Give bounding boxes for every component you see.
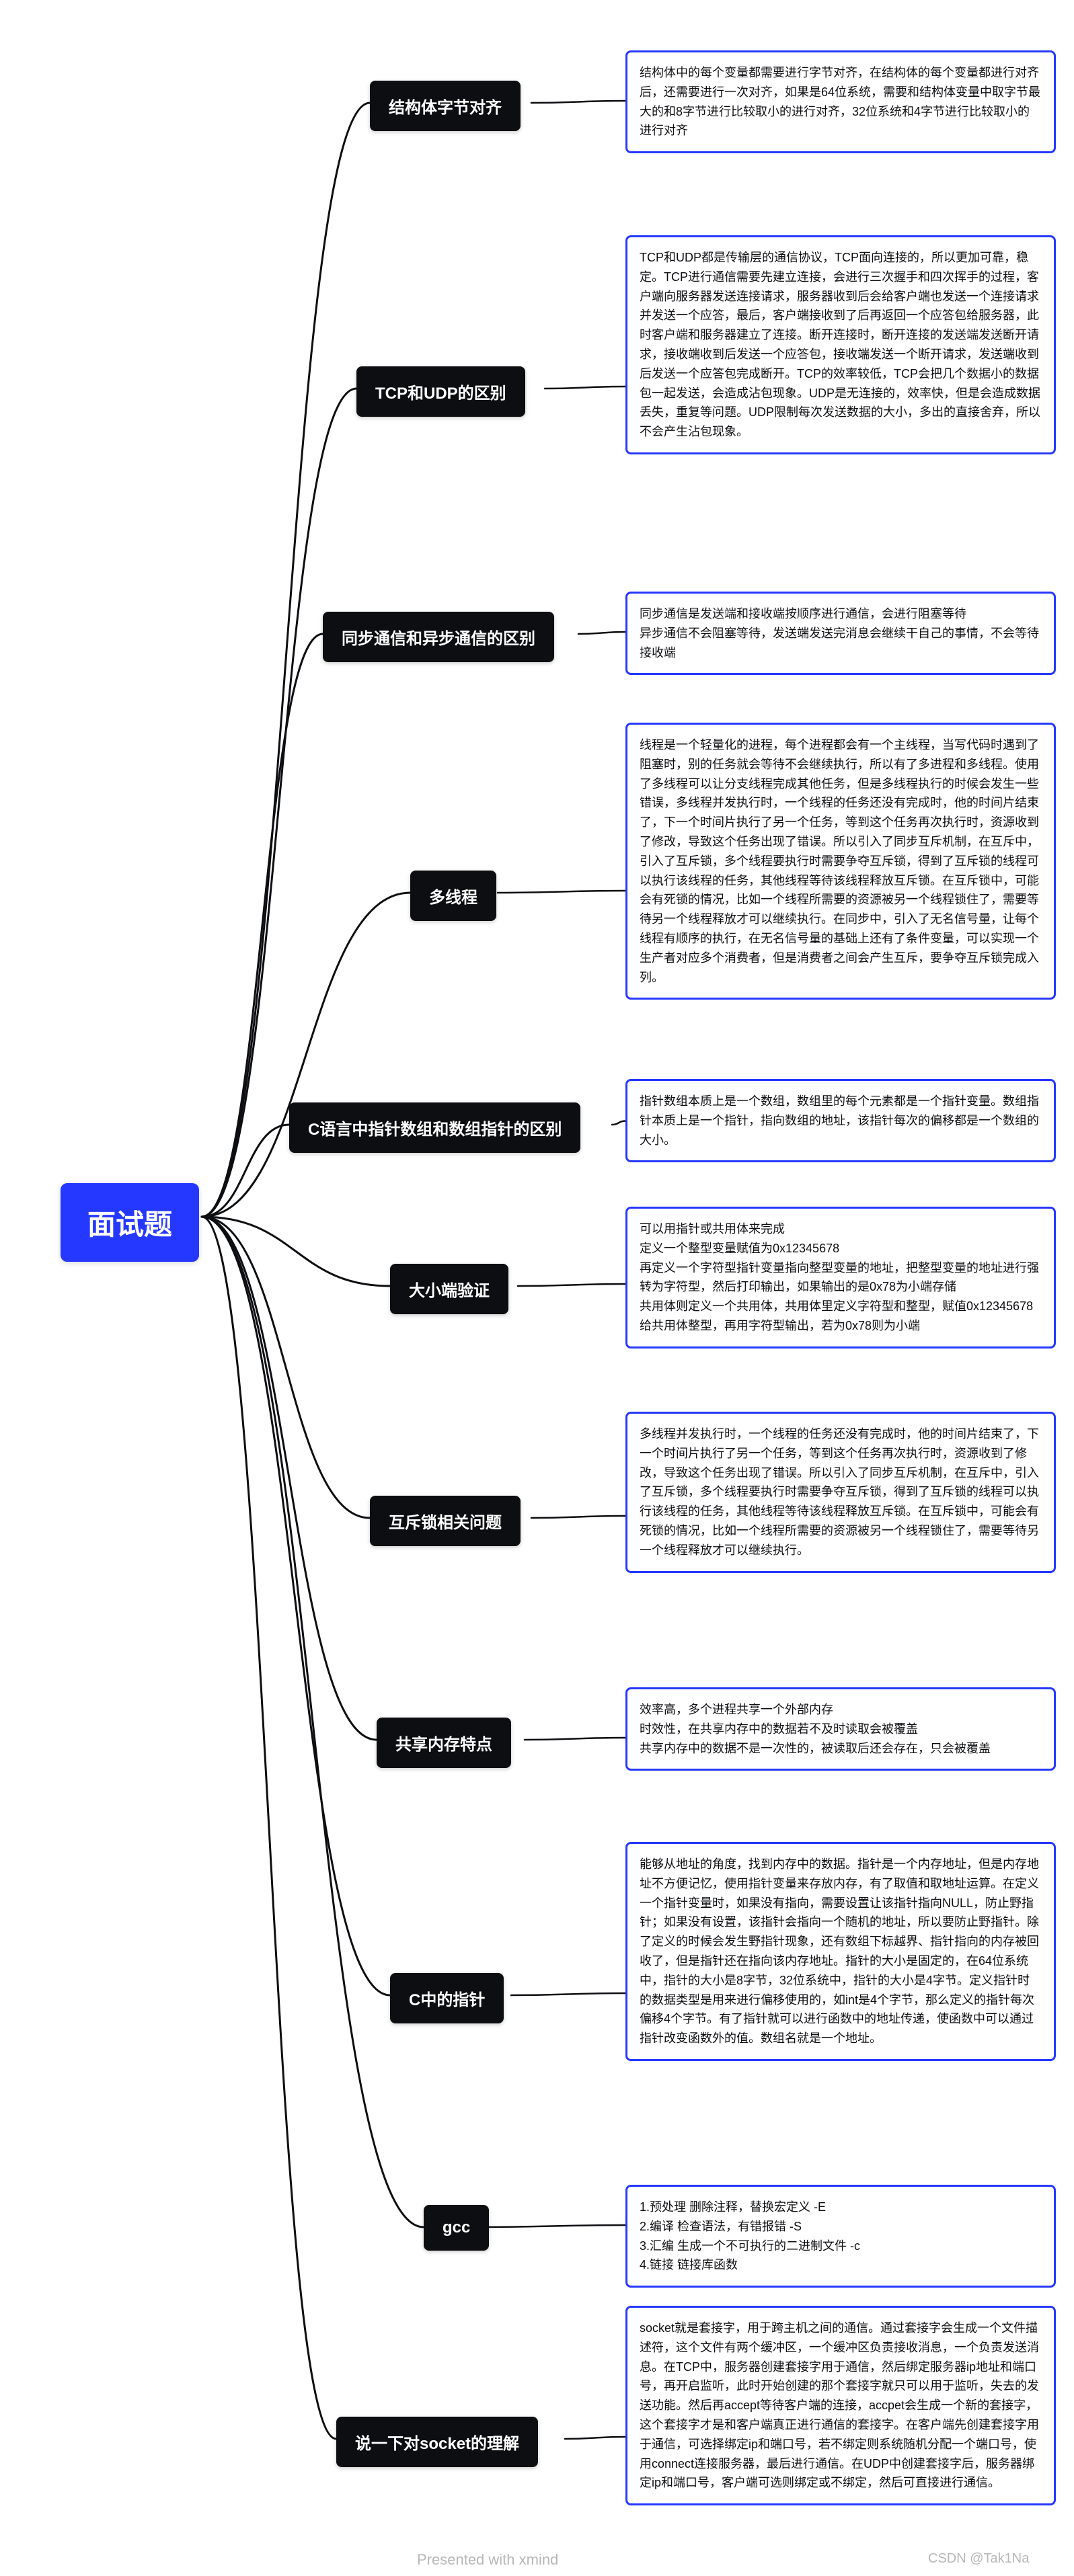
detail-node-d11: socket就是套接字，用于跨主机之间的通信。通过套接字会生成一个文件描述符，这… (625, 2306, 1056, 2505)
topic-node-t7: 互斥锁相关问题 (370, 1496, 521, 1546)
topic-node-t6: 大小端验证 (390, 1264, 508, 1314)
detail-node-d1: 结构体中的每个变量都需要进行字节对齐，在结构体的每个变量都进行对齐后，还需要进行… (625, 50, 1056, 153)
topic-node-t10: gcc (424, 2205, 489, 2251)
detail-node-d7: 多线程并发执行时，一个线程的任务还没有完成时，他的时间片结束了，下一个时间片执行… (625, 1412, 1056, 1573)
topic-node-t2: TCP和UDP的区别 (356, 366, 525, 417)
detail-node-d3: 同步通信是发送端和接收端按顺序进行通信，会进行阻塞等待异步通信不会阻塞等待，发送… (625, 592, 1056, 675)
topic-node-t4: 多线程 (410, 871, 496, 921)
topic-node-t11: 说一下对socket的理解 (336, 2417, 538, 2467)
detail-node-d8: 效率高，多个进程共享一个外部内存时效性，在共享内存中的数据若不及时读取会被覆盖共… (625, 1687, 1056, 1771)
detail-node-d5: 指针数组本质上是一个数组，数组里的每个元素都是一个指针变量。数组指针本质上是一个… (625, 1079, 1056, 1162)
root-node: 面试题 (61, 1183, 199, 1262)
topic-node-t9: C中的指针 (390, 1973, 504, 2023)
topic-node-t5: C语言中指针数组和数组指针的区别 (289, 1102, 580, 1153)
topic-node-t8: 共享内存特点 (377, 1718, 511, 1768)
detail-node-d10: 1.预处理 删除注释，替换宏定义 -E2.编译 检查语法，有错报错 -S3.汇编… (625, 2185, 1056, 2288)
detail-node-d9: 能够从地址的角度，找到内存中的数据。指针是一个内存地址，但是内存地址不方便记忆，… (625, 1842, 1056, 2061)
detail-node-d4: 线程是一个轻量化的进程，每个进程都会有一个主线程，当写代码时遇到了阻塞时，别的任… (625, 723, 1056, 1000)
topic-node-t3: 同步通信和异步通信的区别 (323, 612, 554, 662)
topic-node-t1: 结构体字节对齐 (370, 81, 521, 131)
detail-node-d2: TCP和UDP都是传输层的通信协议，TCP面向连接的，所以更加可靠，稳定。TCP… (625, 235, 1056, 454)
footer-csdn: CSDN @Tak1Na (928, 2551, 1029, 2567)
detail-node-d6: 可以用指针或共用体来完成定义一个整型变量赋值为0x12345678再定义一个字符… (625, 1207, 1056, 1349)
footer-presented: Presented with xmind (417, 2551, 558, 2569)
